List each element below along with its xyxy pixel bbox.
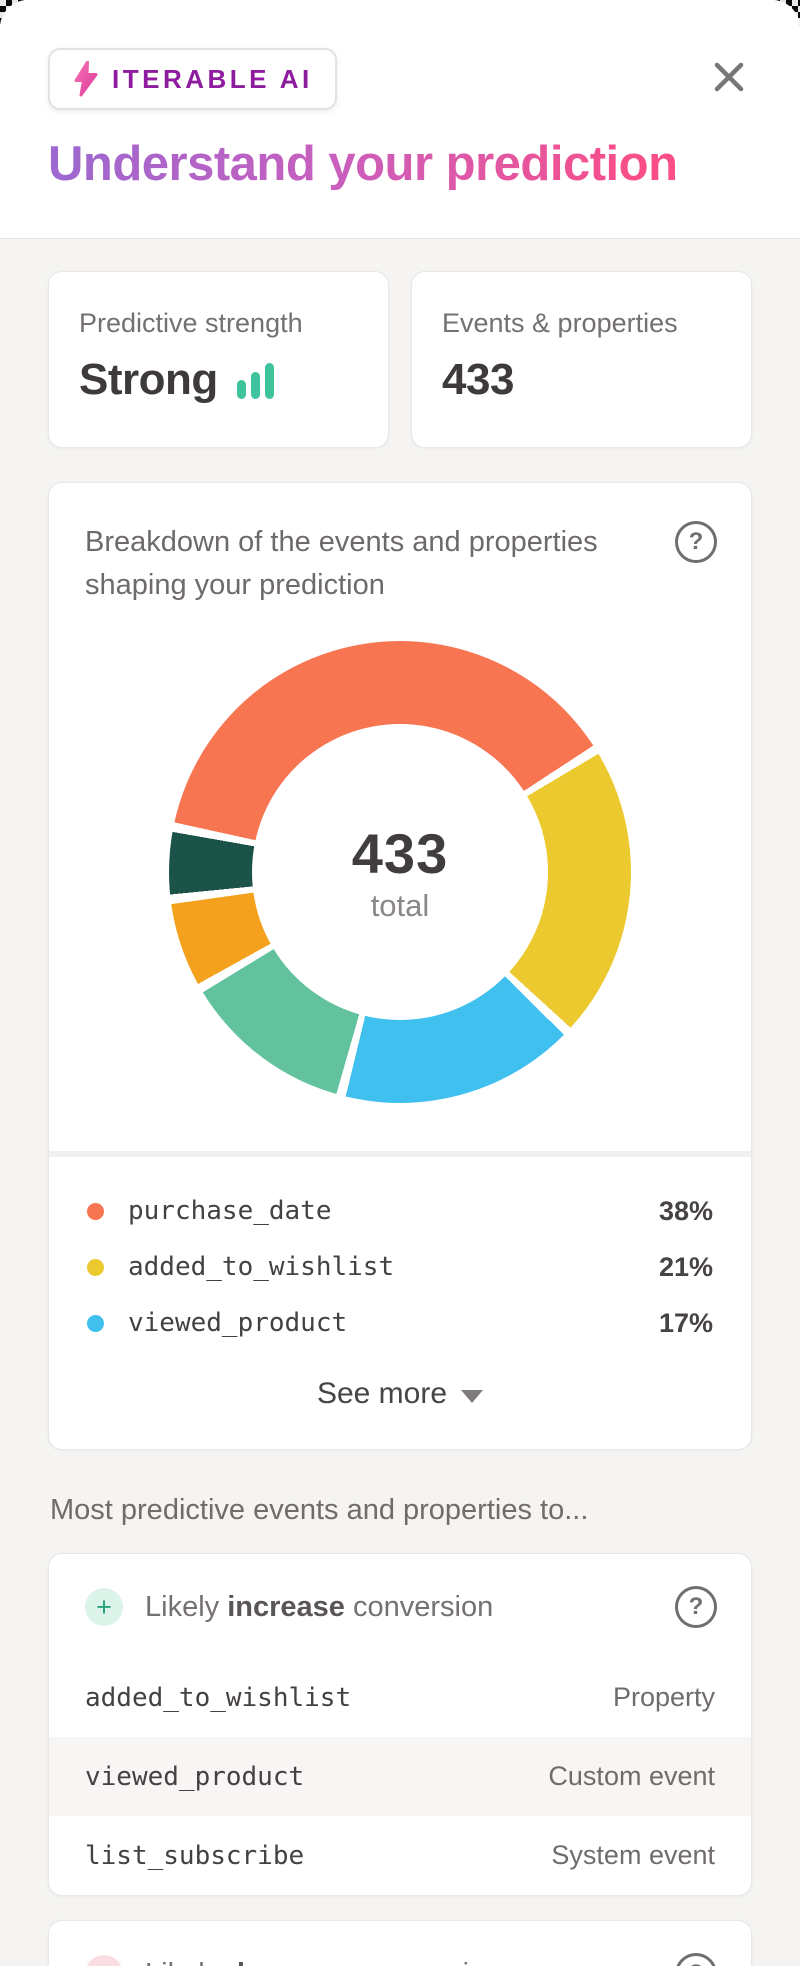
table-row: list_subscribe System event xyxy=(49,1816,751,1895)
event-type: Custom event xyxy=(548,1761,715,1791)
breakdown-help-icon[interactable]: ? xyxy=(675,521,717,563)
panel-header: ITERABLE AI Understand your prediction xyxy=(0,0,800,238)
legend-row: added_to_wishlist 21% xyxy=(87,1239,713,1295)
legend-percent: 38% xyxy=(658,1195,713,1226)
legend-label: added_to_wishlist xyxy=(128,1252,395,1282)
likely-increase-card: + Likely increase conversion ? added_to_… xyxy=(48,1553,752,1896)
events-properties-value: 433 xyxy=(442,355,514,404)
events-properties-label: Events & properties xyxy=(442,308,678,338)
predictive-strength-label: Predictive strength xyxy=(79,308,303,338)
event-name: viewed_product xyxy=(85,1761,305,1792)
legend-percent: 21% xyxy=(658,1251,713,1282)
legend-dot-coral xyxy=(87,1202,104,1220)
increase-help-icon[interactable]: ? xyxy=(675,1586,717,1628)
chevron-down-icon xyxy=(461,1389,484,1403)
event-name: added_to_wishlist xyxy=(85,1682,352,1713)
events-properties-card: Events & properties 433 xyxy=(411,271,752,448)
donut-chart: 433 total xyxy=(169,641,631,1103)
legend-row: purchase_date 38% xyxy=(87,1183,713,1239)
breakdown-card: Breakdown of the events and properties s… xyxy=(48,482,752,1450)
strength-bars-icon xyxy=(236,363,274,399)
panel-body: Predictive strength Strong Events & prop… xyxy=(0,238,800,1966)
legend-percent: 17% xyxy=(658,1307,713,1338)
decrease-help-icon[interactable]: ? xyxy=(675,1953,717,1966)
minus-icon: − xyxy=(85,1955,123,1966)
see-more-label: See more xyxy=(316,1377,448,1410)
legend-dot-yellow xyxy=(87,1258,104,1276)
iterable-ai-badge-label: ITERABLE AI xyxy=(112,63,313,94)
event-type: System event xyxy=(551,1840,715,1870)
event-name: list_subscribe xyxy=(85,1840,305,1871)
legend-label: purchase_date xyxy=(128,1196,332,1226)
stats-row: Predictive strength Strong Events & prop… xyxy=(48,271,752,448)
table-row: added_to_wishlist Property xyxy=(49,1658,751,1737)
donut-total-value: 433 xyxy=(351,821,449,885)
predictive-strength-card: Predictive strength Strong xyxy=(48,271,389,448)
event-type: Property xyxy=(612,1682,715,1712)
table-row: viewed_product Custom event xyxy=(49,1737,751,1816)
predictive-strength-value: Strong xyxy=(79,355,218,404)
legend-dot-blue xyxy=(87,1314,104,1332)
likely-decrease-card: − Likely decrease conversion ? xyxy=(48,1920,752,1966)
likely-decrease-title: Likely decrease conversion xyxy=(145,1958,501,1966)
lightning-bolt-icon xyxy=(74,61,98,97)
card-divider xyxy=(49,1151,751,1157)
legend-row: viewed_product 17% xyxy=(87,1295,713,1351)
donut-center: 433 total xyxy=(252,724,548,1020)
chart-legend: purchase_date 38% added_to_wishlist 21% … xyxy=(49,1157,751,1357)
plus-icon: + xyxy=(85,1588,123,1626)
donut-total-label: total xyxy=(370,887,430,923)
most-predictive-section-label: Most predictive events and properties to… xyxy=(50,1494,589,1526)
page-title: Understand your prediction xyxy=(48,137,678,191)
legend-label: viewed_product xyxy=(128,1308,348,1338)
breakdown-title: Breakdown of the events and properties s… xyxy=(85,526,598,601)
iterable-ai-badge: ITERABLE AI xyxy=(48,48,337,110)
see-more-button[interactable]: See more xyxy=(49,1357,751,1449)
likely-increase-title: Likely increase conversion xyxy=(145,1590,494,1623)
close-icon[interactable] xyxy=(710,58,748,96)
